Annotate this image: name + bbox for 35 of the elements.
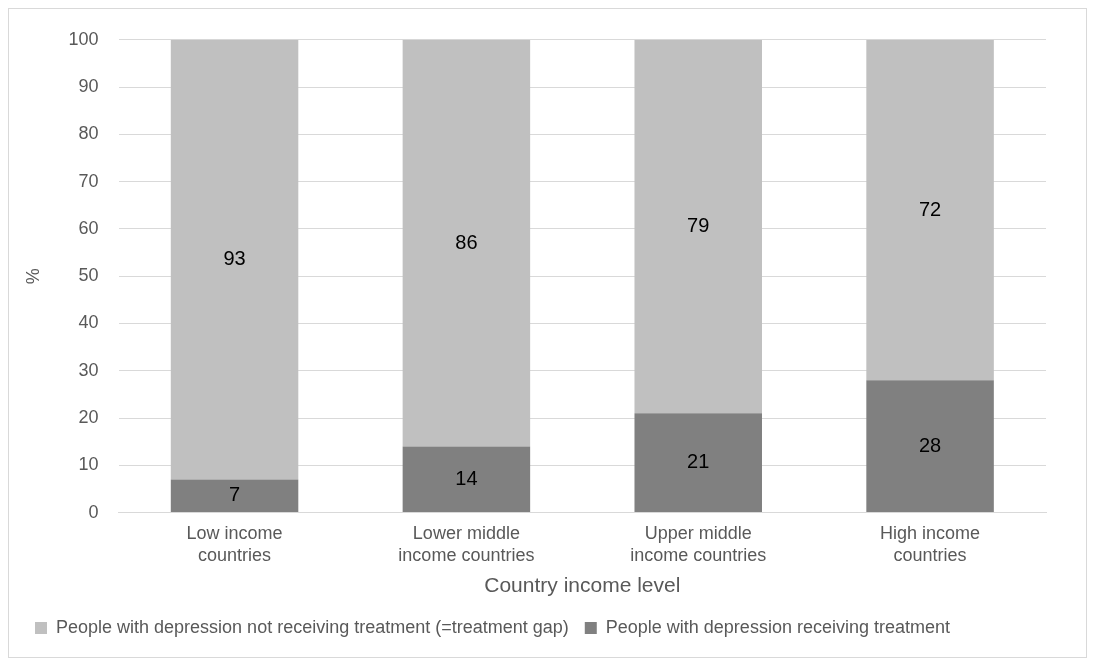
y-axis-title: % [22,268,43,285]
y-tick-label: 90 [78,76,99,97]
y-tick-label: 70 [78,170,99,191]
y-tick-label: 0 [88,501,99,522]
x-tick-label: Lower middle income countries [398,523,535,565]
data-label: 93 [223,247,246,270]
x-tick-label: Low income countries [186,523,283,565]
y-tick-label: 80 [78,123,99,144]
y-tick-label: 10 [78,454,99,475]
bar [170,479,299,513]
y-tick-label: 20 [78,407,99,428]
x-tick-label: High income countries [880,523,981,565]
legend-label: People with depression receiving treatment [605,616,950,637]
data-label: 14 [455,466,478,489]
y-tick-label: 60 [78,217,99,238]
legend-label: People with depression not receiving treatment (=treatment gap) [56,616,569,637]
bar [634,413,762,513]
y-tick-label: 30 [78,359,99,380]
bar [402,39,531,447]
bar [170,39,299,480]
data-label: 28 [918,433,942,456]
data-label: 86 [455,230,478,253]
data-label: 21 [687,450,710,473]
x-axis-title: Country income level [484,573,681,597]
y-tick-label: 100 [68,28,99,49]
x-tick-label: Upper middle income countries [630,523,767,565]
bar [866,39,994,381]
bar [402,446,531,513]
data-label: 79 [687,214,710,237]
y-tick-label: 40 [78,312,99,333]
data-label: 7 [228,483,241,506]
bar [866,380,994,513]
data-label: 72 [918,197,942,220]
y-tick-label: 50 [78,265,99,286]
bar [634,39,762,414]
